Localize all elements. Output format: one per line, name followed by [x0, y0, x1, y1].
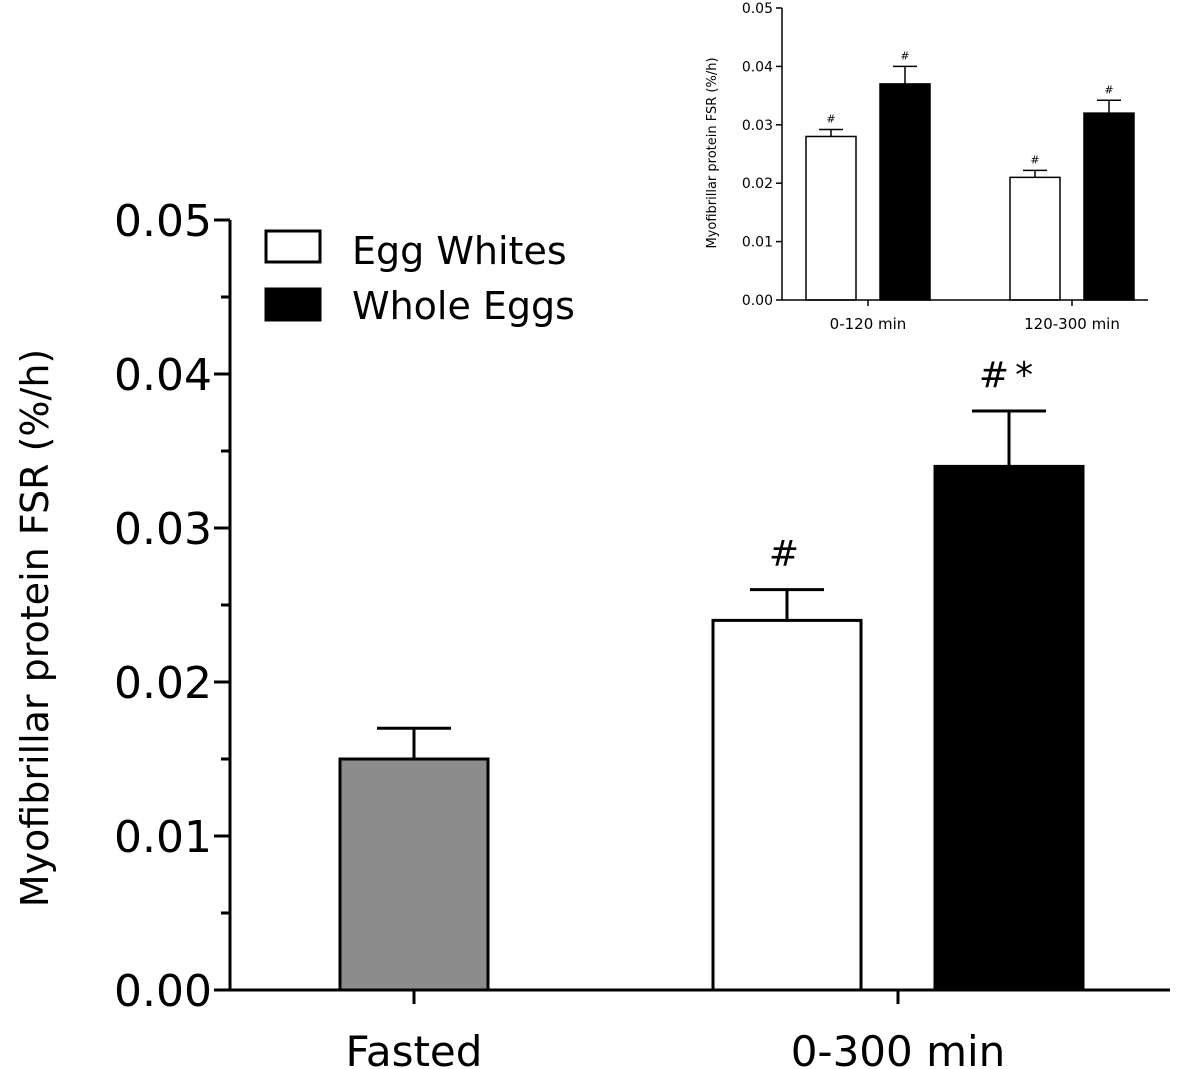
main-y-tick-label: 0.01	[114, 812, 212, 863]
main-y-tick-label: 0.05	[114, 196, 212, 247]
inset-y-tick-label: 0.03	[742, 118, 773, 134]
legend-swatch-whole-eggs	[264, 287, 322, 322]
main-y-axis-ticks: 0.00 0.01 0.02 0.03 0.04 0.05	[114, 196, 230, 1017]
inset-chart: Myofibrillar protein FSR (%/h) 0.000.010…	[705, 1, 1148, 333]
main-y-axis-title: Myofibrillar protein FSR (%/h)	[13, 349, 57, 907]
inset-y-tick-label: 0.02	[742, 176, 773, 192]
legend: Egg Whites Whole Eggs	[264, 229, 575, 328]
inset-significance-label-0-120-min-whole-eggs: #	[900, 49, 909, 62]
inset-bar-120-300-min-egg-whites	[1009, 176, 1061, 301]
inset-y-axis-ticks: 0.00 0.01 0.02 0.03 0.04 0.05	[742, 1, 782, 309]
main-x-tick-label: Fasted	[346, 1027, 483, 1069]
inset-significance-label-120-300-min-egg-whites: #	[1030, 153, 1039, 166]
inset-bars: # # # #	[805, 49, 1135, 301]
inset-x-tick-label: 120-300 min	[1024, 315, 1120, 333]
inset-x-axis-ticks: 0-120 min 120-300 min	[830, 300, 1120, 333]
legend-swatch-egg-whites	[264, 229, 322, 264]
inset-y-tick-label: 0.04	[742, 59, 773, 75]
inset-y-tick-label: 0.01	[742, 235, 773, 251]
inset-axes	[781, 8, 1148, 301]
bar-0-300-min-egg-whites	[711, 618, 863, 992]
main-x-axis-ticks: Fasted 0-300 min	[346, 990, 1006, 1069]
inset-bar-0-120-min-whole-eggs	[879, 83, 931, 301]
inset-significance-label-0-120-min-egg-whites: #	[826, 112, 835, 125]
main-x-tick-label: 0-300 min	[791, 1027, 1006, 1069]
main-y-tick-label: 0.02	[114, 658, 212, 709]
inset-significance-label-120-300-min-whole-eggs: #	[1104, 83, 1113, 96]
inset-bar-0-120-min-egg-whites	[805, 135, 857, 301]
inset-x-tick-label: 0-120 min	[830, 315, 907, 333]
inset-y-axis-title: Myofibrillar protein FSR (%/h)	[705, 57, 720, 248]
main-y-tick-label: 0.00	[114, 966, 212, 1017]
bar-fasted-fasted	[338, 757, 490, 992]
inset-y-tick-label: 0.05	[742, 1, 773, 17]
significance-label-0-300-min-egg-whites: #	[769, 534, 805, 575]
main-y-tick-label: 0.04	[114, 350, 212, 401]
significance-label-0-300-min-whole-eggs: #*	[979, 355, 1039, 396]
legend-label-egg-whites: Egg Whites	[352, 229, 567, 273]
main-chart: Myofibrillar protein FSR (%/h) 0.000.010…	[13, 196, 1170, 1069]
main-y-tick-label: 0.03	[114, 504, 212, 555]
inset-y-tick-label: 0.00	[742, 293, 773, 309]
main-axes	[228, 220, 1170, 992]
bar-0-300-min-whole-eggs	[933, 464, 1085, 992]
legend-label-whole-eggs: Whole Eggs	[352, 284, 575, 328]
main-bars: # #*	[338, 355, 1085, 992]
inset-bar-120-300-min-whole-eggs	[1083, 112, 1135, 301]
